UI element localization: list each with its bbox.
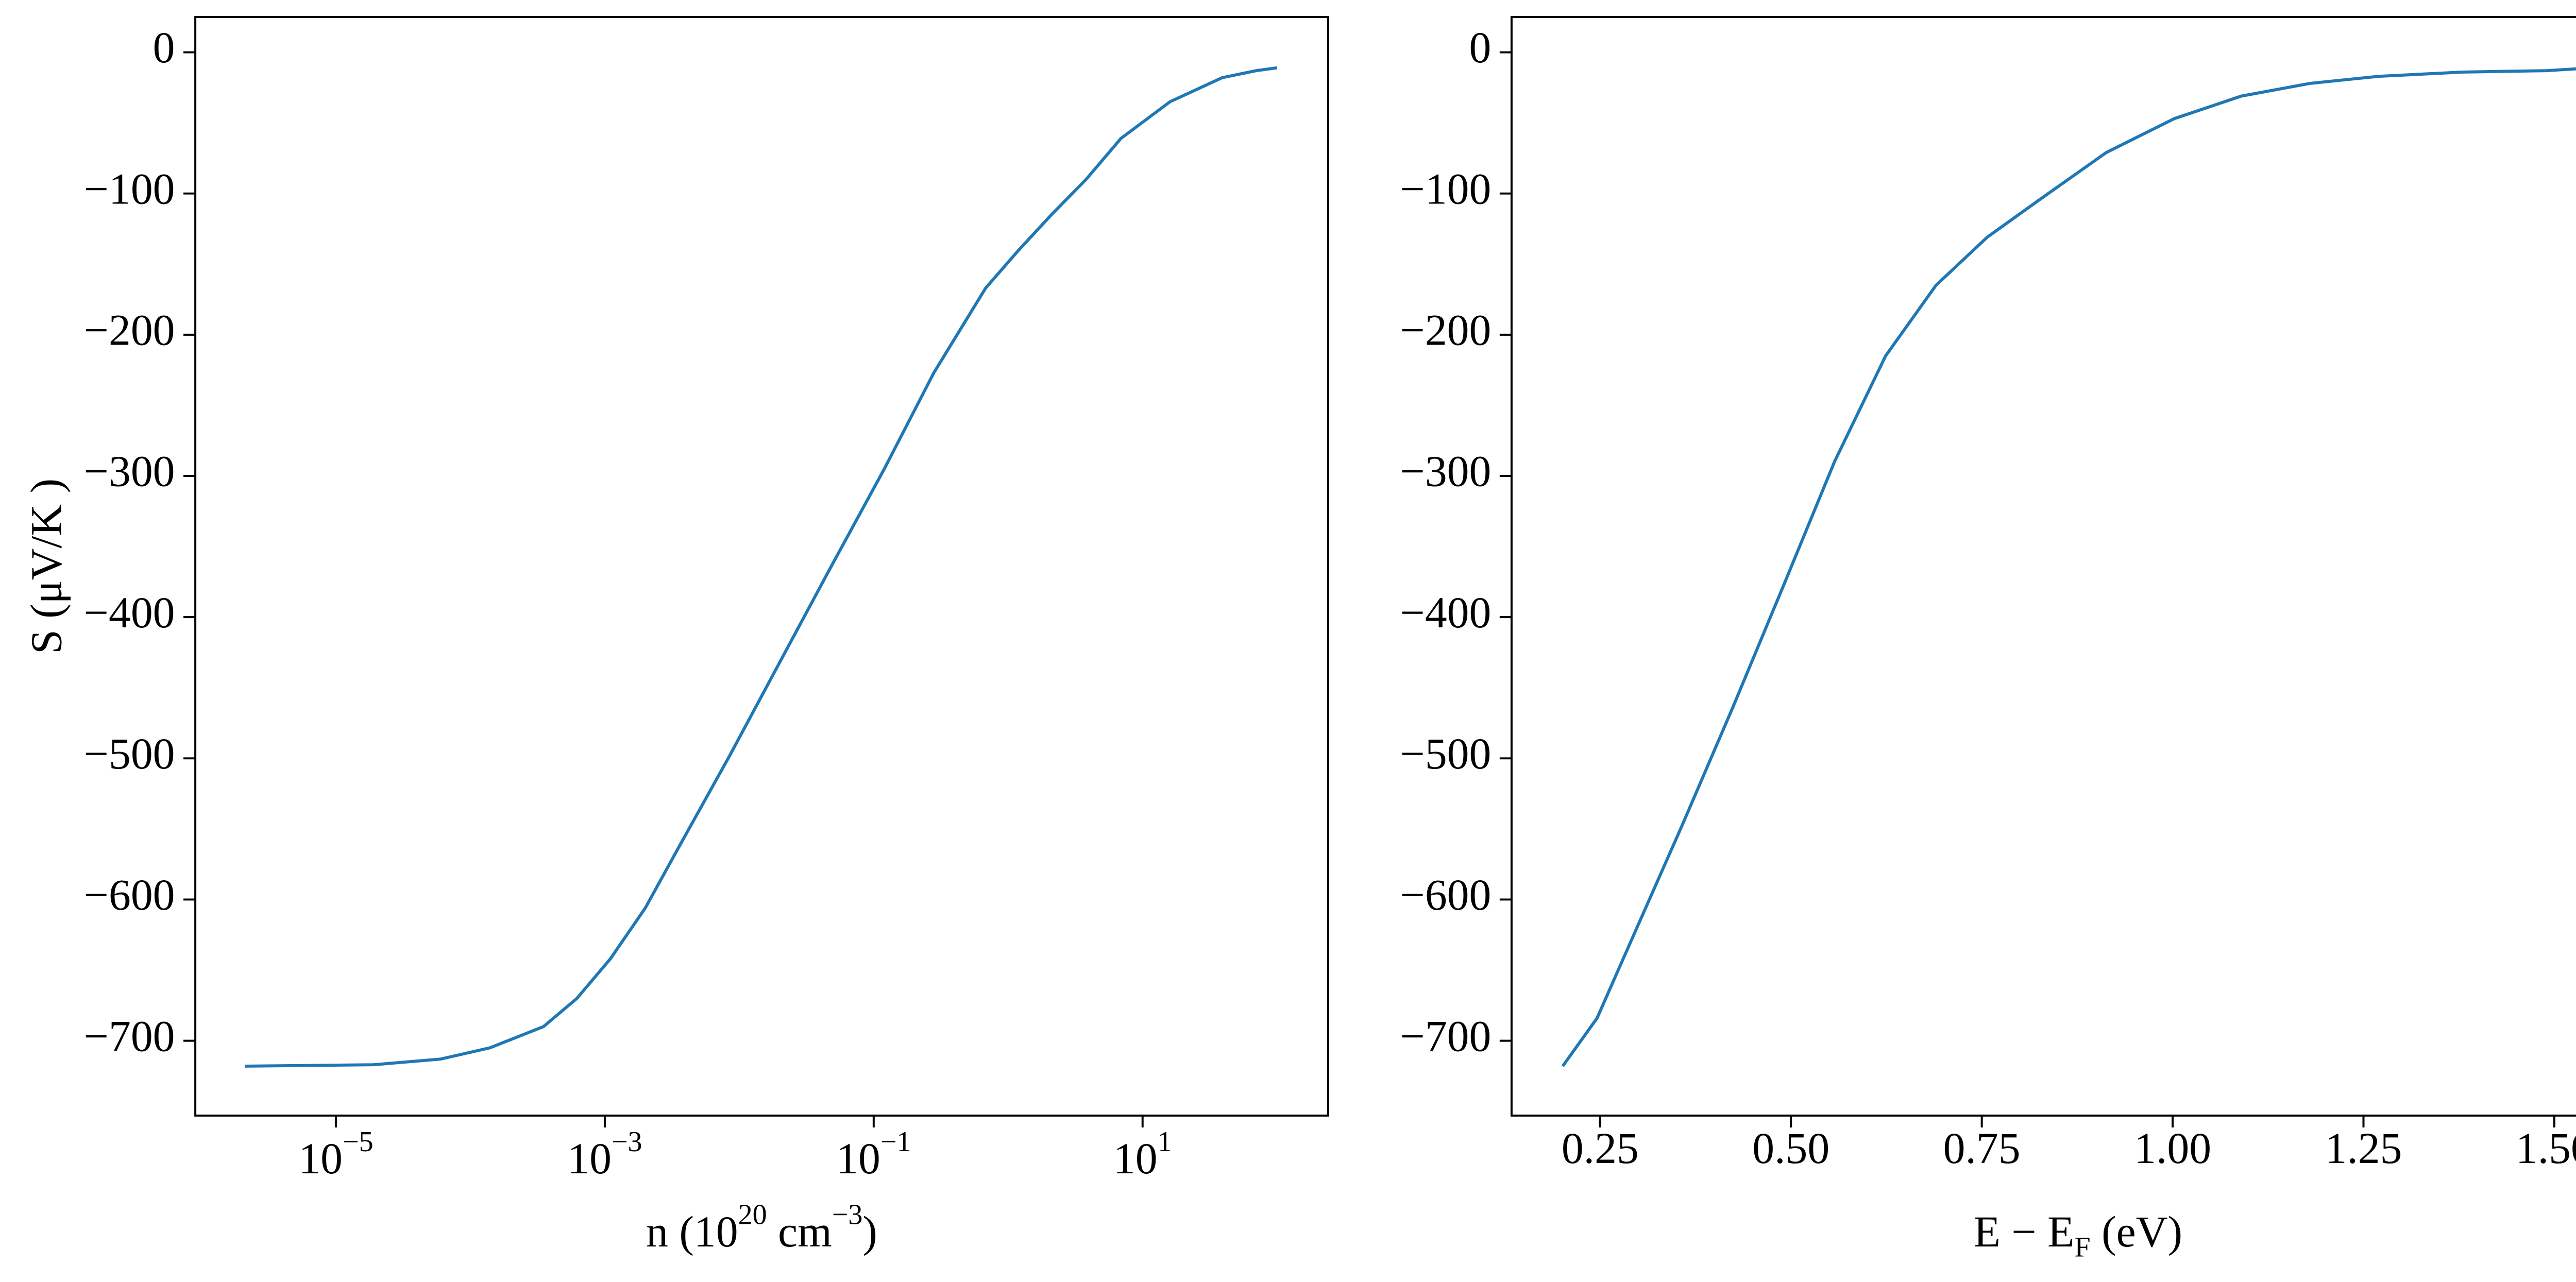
x-tick-label: 0.25 [1562,1124,1639,1173]
y-tick-label: −600 [84,870,175,919]
y-tick-label: −400 [1400,588,1491,637]
x-axis-label-part: 20 [738,1199,767,1231]
y-tick-label: −400 [84,588,175,637]
y-tick-label: −200 [84,306,175,355]
y-tick-label: −300 [1400,447,1491,496]
y-tick-label: −500 [1400,729,1491,778]
axes-frame [1510,16,2576,1117]
y-tick-label: −200 [1400,306,1491,355]
x-axis-label-part: cm [767,1207,832,1256]
line-series [1561,67,2576,1067]
x-tick-exponent: 1 [1158,1126,1172,1158]
x-tick-base: 10 [1113,1134,1158,1183]
x-tick-label: 0.75 [1943,1124,2021,1173]
x-tick-base: 10 [567,1134,612,1183]
x-tick-label: 101 [1113,1126,1172,1183]
x-tick-label: 1.50 [2516,1124,2576,1173]
y-tick-label: −700 [84,1012,175,1061]
x-tick-exponent: −3 [612,1126,642,1158]
axes-frame [194,16,1329,1117]
x-tick-base: 10 [298,1134,343,1183]
y-tick-label: 0 [153,23,175,72]
x-tick-label: 10−5 [298,1126,373,1183]
y-tick-label: −100 [1400,164,1491,213]
x-tick-label: 1.00 [2134,1124,2211,1173]
x-tick-label: 1.25 [2325,1124,2402,1173]
x-tick-exponent: −5 [343,1126,374,1158]
x-axis-label-part: E − E [1974,1207,2075,1256]
y-tick-label: 0 [1469,23,1492,72]
x-axis-label-part: n (10 [646,1207,738,1256]
x-axis-label-part: −3 [832,1199,863,1231]
line-series [245,66,1278,1068]
x-axis-label-part: F [2074,1231,2090,1263]
x-tick-label: 10−1 [836,1126,911,1183]
y-tick-label: −700 [1400,1012,1491,1061]
y-axis-label: S (μV/K ) [22,478,71,654]
y-tick-label: −600 [1400,870,1491,919]
x-tick-base: 10 [836,1134,880,1183]
x-tick-exponent: −1 [880,1126,911,1158]
x-tick-label: 0.50 [1752,1124,1829,1173]
x-axis-label: n (1020 cm−3) [646,1199,877,1256]
x-axis-label-part: (eV) [2091,1207,2182,1256]
y-tick-label: −500 [84,729,175,778]
x-axis-label-part: ) [862,1207,877,1256]
x-axis-label: E − EF (eV) [1974,1207,2183,1263]
y-tick-label: −100 [84,164,175,213]
y-tick-label: −300 [84,447,175,496]
x-tick-label: 10−3 [567,1126,642,1183]
